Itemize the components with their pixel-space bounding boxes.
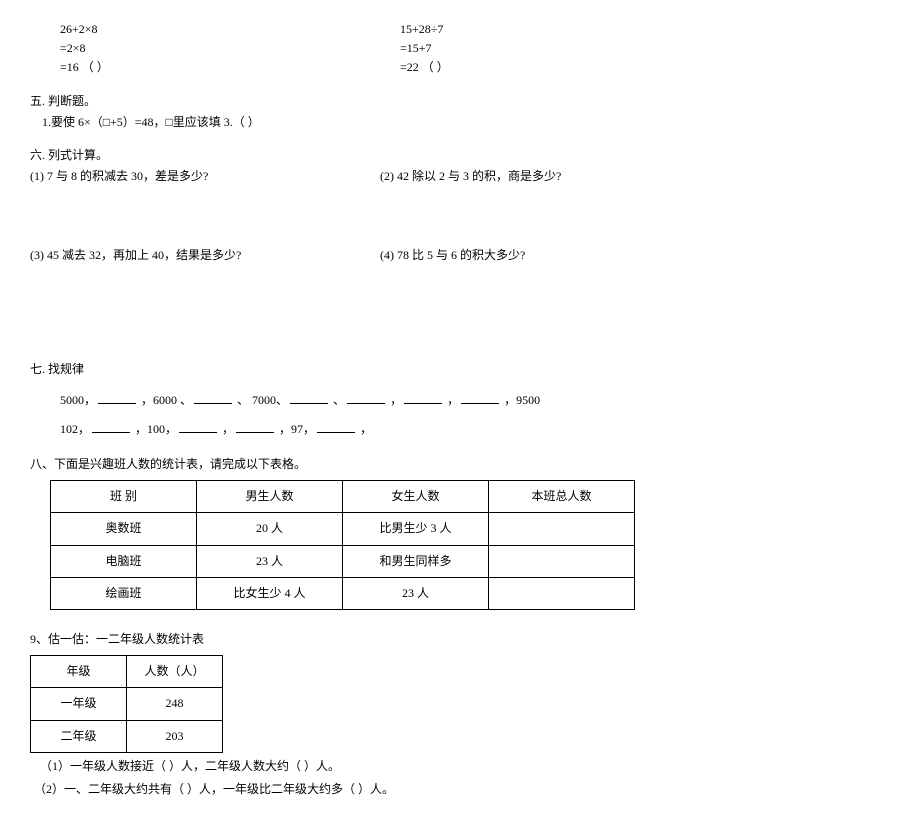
cell: 比女生少 4 人 bbox=[197, 577, 343, 609]
calc-left-l2: =2×8 bbox=[60, 39, 400, 58]
table-row: 班 别 男生人数 女生人数 本班总人数 bbox=[51, 481, 635, 513]
seq1-blank5[interactable] bbox=[404, 391, 442, 404]
table-row: 绘画班 比女生少 4 人 23 人 bbox=[51, 577, 635, 609]
cell: 一年级 bbox=[31, 688, 127, 720]
th-boys: 男生人数 bbox=[197, 481, 343, 513]
seq2-blank2[interactable] bbox=[179, 420, 217, 433]
seq2-a: 102， bbox=[60, 422, 90, 436]
table-row: 电脑班 23 人 和男生同样多 bbox=[51, 545, 635, 577]
seq1-blank2[interactable] bbox=[194, 391, 232, 404]
section9-title: 9、估一估：一二年级人数统计表 bbox=[30, 630, 890, 649]
cell: 比男生少 3 人 bbox=[343, 513, 489, 545]
th-girls: 女生人数 bbox=[343, 481, 489, 513]
seq2-blank1[interactable] bbox=[92, 420, 130, 433]
seq2-e: ， bbox=[360, 422, 372, 436]
cell: 20 人 bbox=[197, 513, 343, 545]
section6-q1: (1) 7 与 8 的积减去 30，差是多少? bbox=[30, 167, 380, 186]
table-row: 一年级 248 bbox=[31, 688, 223, 720]
table-row: 奥数班 20 人 比男生少 3 人 bbox=[51, 513, 635, 545]
section6-q2: (2) 42 除以 2 与 3 的积，商是多少? bbox=[380, 167, 730, 186]
section9-note2: （2）一、二年级大约共有（ ）人，一年级比二年级大约多（ ）人。 bbox=[30, 780, 890, 799]
section6-row1: (1) 7 与 8 的积减去 30，差是多少? (2) 42 除以 2 与 3 … bbox=[30, 167, 890, 186]
seq1-blank4[interactable] bbox=[347, 391, 385, 404]
section9-note1: （1）一年级人数接近（ ）人，二年级人数大约（ ）人。 bbox=[30, 757, 890, 776]
cell: 23 人 bbox=[343, 577, 489, 609]
table-grades: 年级 人数（人） 一年级 248 二年级 203 bbox=[30, 655, 223, 753]
section7-seq2: 102， ，100， ， ，97， ， bbox=[30, 420, 890, 439]
cell[interactable] bbox=[489, 577, 635, 609]
seq1-g: ，9500 bbox=[504, 393, 540, 407]
cell: 绘画班 bbox=[51, 577, 197, 609]
section8-title: 八、下面是兴趣班人数的统计表，请完成以下表格。 bbox=[30, 455, 890, 474]
th-grade: 年级 bbox=[31, 656, 127, 688]
table-interest: 班 别 男生人数 女生人数 本班总人数 奥数班 20 人 比男生少 3 人 电脑… bbox=[50, 480, 635, 610]
th-count: 人数（人） bbox=[127, 656, 223, 688]
cell: 248 bbox=[127, 688, 223, 720]
cell: 二年级 bbox=[31, 720, 127, 752]
seq1-c: 、 7000、 bbox=[237, 393, 288, 407]
section7-seq1: 5000， ，6000 、 、 7000、 、 ， ， ，9500 bbox=[30, 391, 890, 410]
calc-block: 26+2×8 =2×8 =16 （ ） 15+28÷7 =15+7 =22 （ … bbox=[30, 20, 890, 78]
th-class: 班 别 bbox=[51, 481, 197, 513]
calc-right-l3: =22 （ ） bbox=[400, 58, 740, 77]
seq2-blank4[interactable] bbox=[317, 420, 355, 433]
seq1-e: ， bbox=[390, 393, 402, 407]
cell: 203 bbox=[127, 720, 223, 752]
seq2-d: ，97， bbox=[279, 422, 315, 436]
cell: 电脑班 bbox=[51, 545, 197, 577]
table-row: 二年级 203 bbox=[31, 720, 223, 752]
seq2-b: ，100， bbox=[135, 422, 177, 436]
calc-right-l1: 15+28÷7 bbox=[400, 20, 740, 39]
section6-title: 六. 列式计算。 bbox=[30, 146, 890, 165]
calc-right: 15+28÷7 =15+7 =22 （ ） bbox=[400, 20, 740, 78]
seq1-d: 、 bbox=[333, 393, 345, 407]
calc-left-l1: 26+2×8 bbox=[60, 20, 400, 39]
section7-title: 七. 找规律 bbox=[30, 360, 890, 379]
seq1-a: 5000， bbox=[60, 393, 96, 407]
cell[interactable] bbox=[489, 513, 635, 545]
cell: 奥数班 bbox=[51, 513, 197, 545]
table-row: 年级 人数（人） bbox=[31, 656, 223, 688]
calc-left: 26+2×8 =2×8 =16 （ ） bbox=[30, 20, 400, 78]
calc-left-l3: =16 （ ） bbox=[60, 58, 400, 77]
seq1-f: ， bbox=[447, 393, 459, 407]
cell: 和男生同样多 bbox=[343, 545, 489, 577]
th-total: 本班总人数 bbox=[489, 481, 635, 513]
section6-q4: (4) 78 比 5 与 6 的积大多少? bbox=[380, 246, 730, 265]
cell[interactable] bbox=[489, 545, 635, 577]
section5-title: 五. 判断题。 bbox=[30, 92, 890, 111]
seq1-blank3[interactable] bbox=[290, 391, 328, 404]
calc-right-l2: =15+7 bbox=[400, 39, 740, 58]
seq1-b: ，6000 、 bbox=[141, 393, 192, 407]
seq1-blank1[interactable] bbox=[98, 391, 136, 404]
section6-q3: (3) 45 减去 32，再加上 40，结果是多少? bbox=[30, 246, 380, 265]
section5-q1: 1.要使 6×（□+5）=48，□里应该填 3.（ ） bbox=[30, 113, 890, 132]
seq2-blank3[interactable] bbox=[236, 420, 274, 433]
seq1-blank6[interactable] bbox=[461, 391, 499, 404]
cell: 23 人 bbox=[197, 545, 343, 577]
seq2-c: ， bbox=[222, 422, 234, 436]
section6-row2: (3) 45 减去 32，再加上 40，结果是多少? (4) 78 比 5 与 … bbox=[30, 246, 890, 265]
